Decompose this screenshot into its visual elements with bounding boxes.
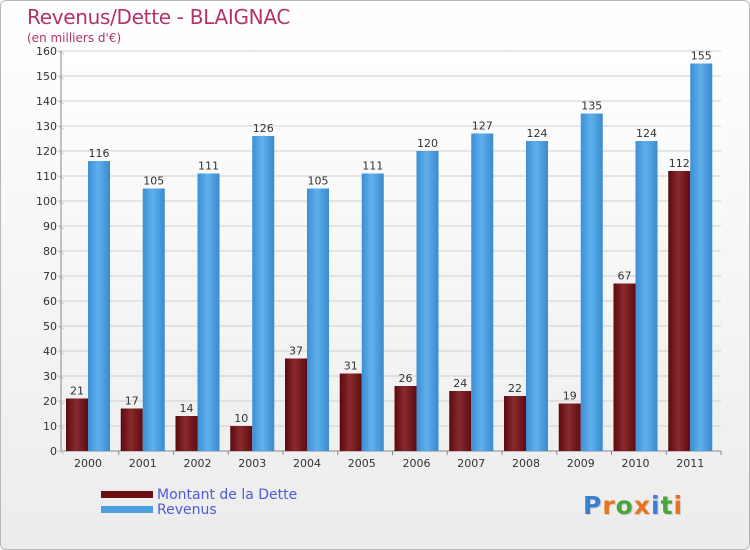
data-label-revenus: 111 <box>362 160 383 173</box>
bar-dette <box>66 398 88 451</box>
legend-swatch-dette <box>101 491 153 498</box>
y-tick-label: 140 <box>36 95 57 108</box>
data-label-dette: 112 <box>669 157 690 170</box>
legend-label-revenus: Revenus <box>157 501 217 518</box>
data-label-dette: 24 <box>453 377 467 390</box>
x-tick-label: 2005 <box>348 457 376 470</box>
x-tick-label: 2003 <box>238 457 266 470</box>
data-label-dette: 31 <box>344 360 358 373</box>
bar-revenus <box>307 188 329 451</box>
x-tick-label: 2010 <box>622 457 650 470</box>
data-label-revenus: 155 <box>691 50 712 63</box>
y-tick-label: 30 <box>43 370 57 383</box>
bar-revenus <box>635 141 658 451</box>
y-tick-label: 150 <box>36 70 57 83</box>
data-label-revenus: 105 <box>308 175 329 188</box>
bar-dette <box>504 396 526 451</box>
data-label-revenus: 120 <box>417 137 438 150</box>
bar-dette <box>613 283 636 451</box>
y-tick-label: 50 <box>43 320 57 333</box>
data-label-dette: 37 <box>289 345 303 358</box>
y-tick-label: 130 <box>36 120 57 133</box>
x-tick-label: 2008 <box>512 457 540 470</box>
x-tick-label: 2004 <box>293 457 321 470</box>
legend: Montant de la Dette Revenus <box>101 486 298 518</box>
data-label-revenus: 126 <box>253 122 274 135</box>
data-label-dette: 26 <box>399 372 413 385</box>
data-label-revenus: 135 <box>581 100 602 113</box>
y-tick-label: 90 <box>43 220 57 233</box>
x-tick-label: 2009 <box>567 457 595 470</box>
y-tick-label: 80 <box>43 245 57 258</box>
bar-revenus <box>361 173 384 451</box>
x-tick-label: 2001 <box>129 457 157 470</box>
data-label-revenus: 124 <box>636 127 657 140</box>
data-label-revenus: 116 <box>89 147 110 160</box>
data-label-dette: 21 <box>70 385 84 398</box>
bar-dette <box>175 416 198 451</box>
data-label-revenus: 127 <box>472 120 493 133</box>
legend-item-revenus: Revenus <box>101 501 297 518</box>
y-tick-label: 20 <box>43 395 57 408</box>
data-label-dette: 10 <box>234 412 248 425</box>
data-label-revenus: 111 <box>198 160 219 173</box>
bar-revenus <box>252 136 275 451</box>
data-label-dette: 14 <box>180 402 194 415</box>
y-tick-label: 160 <box>36 45 57 58</box>
bar-dette <box>558 403 581 451</box>
y-tick-label: 120 <box>36 145 57 158</box>
x-tick-label: 2000 <box>74 457 102 470</box>
data-label-dette: 19 <box>563 390 577 403</box>
data-label-revenus: 124 <box>527 127 548 140</box>
y-tick-label: 60 <box>43 295 57 308</box>
logo-letter: o <box>615 491 634 520</box>
bar-dette <box>449 391 472 451</box>
bar-revenus <box>471 133 494 451</box>
bar-revenus <box>416 151 439 451</box>
bar-dette <box>339 373 362 451</box>
y-tick-label: 0 <box>50 445 57 458</box>
bar-revenus <box>580 113 603 451</box>
logo-letter: P <box>583 491 603 520</box>
x-tick-label: 2002 <box>184 457 212 470</box>
logo-letter: t <box>660 491 674 520</box>
y-tick-label: 70 <box>43 270 57 283</box>
bar-revenus <box>526 141 548 451</box>
legend-swatch-revenus <box>101 506 153 513</box>
logo-letter: i <box>673 491 684 520</box>
bar-dette <box>668 171 691 451</box>
x-tick-label: 2007 <box>457 457 485 470</box>
chart-subtitle: (en milliers d'€) <box>27 31 122 45</box>
y-tick-label: 40 <box>43 345 57 358</box>
y-tick-label: 100 <box>36 195 57 208</box>
logo-letter: i <box>651 491 661 520</box>
bar-revenus <box>197 173 220 451</box>
x-tick-label: 2006 <box>403 457 431 470</box>
bar-dette <box>394 386 417 451</box>
logo-letter: r <box>602 491 616 520</box>
bar-revenus <box>88 161 110 451</box>
legend-label-dette: Montant de la Dette <box>157 486 298 503</box>
x-tick-label: 2011 <box>676 457 704 470</box>
bar-dette <box>285 358 307 451</box>
y-tick-label: 10 <box>43 420 57 433</box>
data-label-revenus: 105 <box>143 175 164 188</box>
data-label-dette: 67 <box>618 270 632 283</box>
proxiti-logo: Proxiti <box>583 491 683 520</box>
logo-letter: x <box>633 491 651 520</box>
data-label-dette: 17 <box>125 395 139 408</box>
bar-revenus <box>690 63 713 451</box>
legend-item-dette: Montant de la Dette <box>101 486 298 503</box>
bar-dette <box>230 426 253 451</box>
gridline-bevel <box>57 450 65 455</box>
bar-dette <box>120 408 143 451</box>
chart-title: Revenus/Dette - BLAIGNAC <box>27 5 291 29</box>
bar-revenus <box>142 188 165 451</box>
y-tick-label: 110 <box>36 170 57 183</box>
data-label-dette: 22 <box>508 382 522 395</box>
